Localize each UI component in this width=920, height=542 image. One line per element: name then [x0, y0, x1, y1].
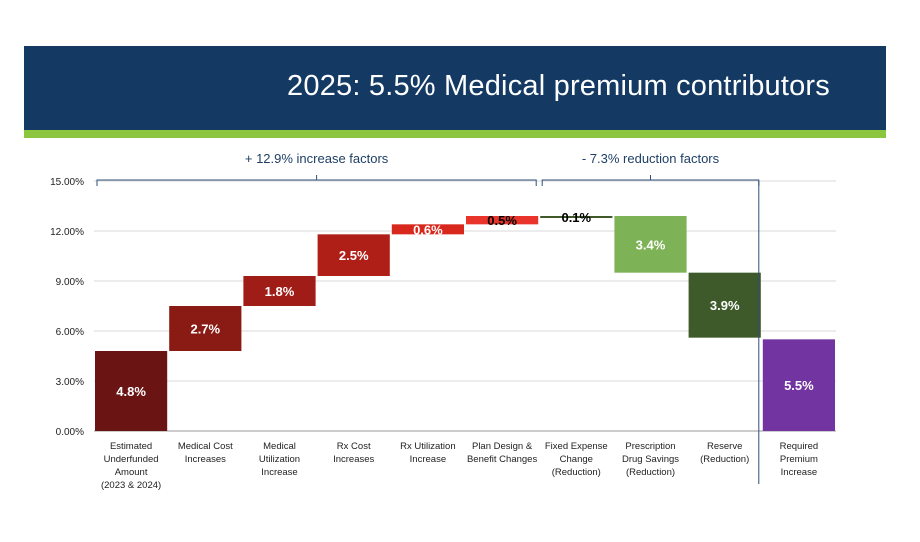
data-label: 0.5%	[487, 213, 517, 228]
data-labels: 4.8% 2.7% 1.8% 2.5% 0.6% 0.5% 0.1% 3.4% 3.9% 5.5%	[116, 210, 814, 399]
group-label: - 7.3% reduction factors	[582, 151, 720, 166]
y-tick-label: 15.00%	[50, 177, 84, 188]
y-tick-label: 0.00%	[56, 427, 84, 438]
bar	[317, 234, 390, 276]
data-label: 2.5%	[339, 248, 369, 263]
bar	[391, 224, 464, 235]
data-label: 0.6%	[413, 222, 443, 237]
title-bar: 2025: 5.5% Medical premium contributors	[24, 46, 886, 130]
x-category-label: Estimated Underfunded Amount (2023 & 2024)	[101, 441, 161, 491]
bar	[540, 216, 613, 218]
bar	[95, 351, 168, 431]
bar	[762, 339, 835, 431]
x-category-label: Reserve (Reduction)	[700, 441, 749, 465]
x-category-label: Medical Cost Increases	[178, 441, 233, 465]
y-axis-ticks: 0.00% 3.00% 6.00% 9.00% 12.00% 15.00%	[50, 177, 84, 438]
bar	[169, 306, 242, 351]
data-label: 4.8%	[116, 384, 146, 399]
bar	[614, 216, 687, 273]
x-category-label: Medical Utilization Increase	[259, 441, 300, 478]
x-category-label: Required Premium Increase	[780, 441, 819, 478]
bar	[466, 216, 539, 225]
x-category-label: Plan Design & Benefit Changes	[467, 441, 537, 465]
data-label: 3.9%	[710, 298, 740, 313]
bars	[95, 216, 835, 431]
data-label: 5.5%	[784, 378, 814, 393]
bar	[243, 276, 316, 306]
accent-bar	[24, 130, 886, 138]
x-category-label: Prescription Drug Savings (Reduction)	[622, 441, 679, 478]
bar	[688, 272, 761, 338]
data-label: 1.8%	[265, 284, 295, 299]
data-label: 2.7%	[190, 322, 220, 337]
slide-title: 2025: 5.5% Medical premium contributors	[287, 70, 830, 102]
y-tick-label: 6.00%	[56, 327, 84, 338]
y-tick-label: 9.00%	[56, 277, 84, 288]
x-category-label: Rx Utilization Increase	[400, 441, 455, 465]
x-category-label: Rx Cost Increases	[333, 441, 374, 465]
y-tick-label: 3.00%	[56, 377, 84, 388]
data-label: 3.4%	[636, 237, 666, 252]
y-tick-label: 12.00%	[50, 227, 84, 238]
x-axis-categories: Estimated Underfunded Amount (2023 & 2024) M…	[101, 441, 818, 491]
x-category-label: Fixed Expense Change (Reduction)	[545, 441, 608, 478]
data-label: 0.1%	[561, 210, 591, 225]
group-brackets: + 12.9% increase factors - 7.3% reduction…	[96, 151, 760, 484]
group-label: + 12.9% increase factors	[245, 151, 389, 166]
